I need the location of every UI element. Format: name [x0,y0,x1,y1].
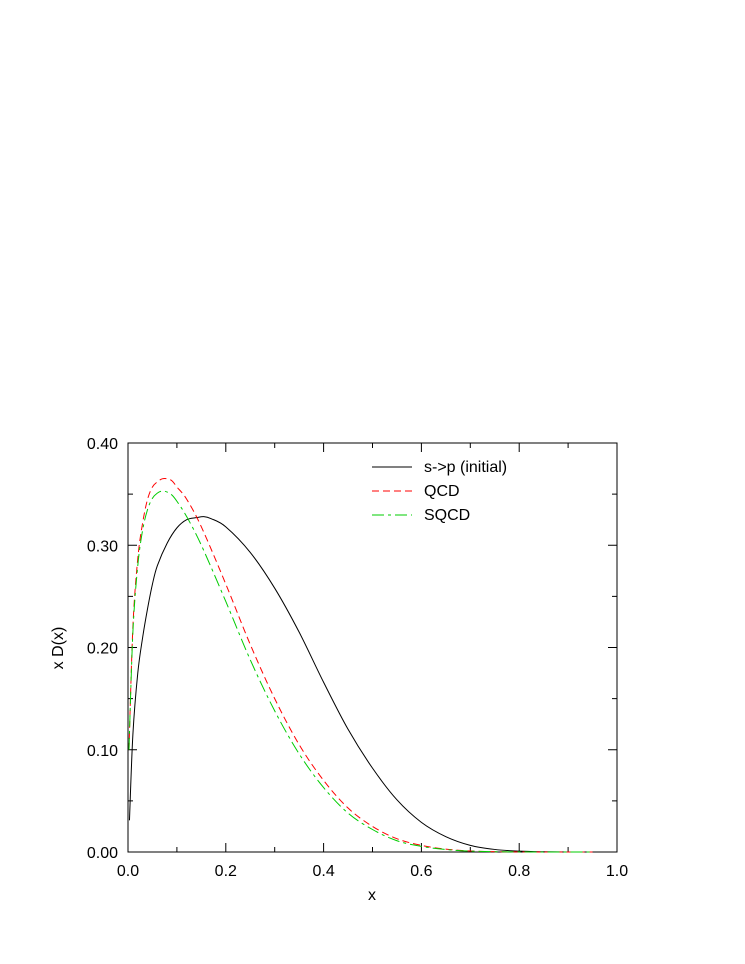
x-tick-label: 1.0 [606,863,628,880]
y-tick-label: 0.10 [87,743,118,760]
x-tick-label: 0.6 [410,863,432,880]
series-line-1 [128,477,593,853]
x-tick-label: 0.2 [215,863,237,880]
x-tick-label: 0.4 [312,863,334,880]
plot-frame [127,442,618,853]
legend-label-1: QCD [424,483,460,500]
y-tick-label: 0.00 [87,845,118,862]
series-line-0 [128,516,593,853]
x-axis-title: x [368,887,376,904]
legend-label-2: SQCD [424,507,470,524]
y-tick-label: 0.20 [87,641,118,658]
x-tick-label: 0.0 [117,863,139,880]
series-line-2 [128,490,593,853]
y-axis-title: x D(x) [50,627,67,670]
y-tick-label: 0.40 [87,436,118,453]
y-tick-label: 0.30 [87,538,118,555]
legend-label-0: s->p (initial) [424,459,507,476]
x-tick-label: 0.8 [508,863,530,880]
